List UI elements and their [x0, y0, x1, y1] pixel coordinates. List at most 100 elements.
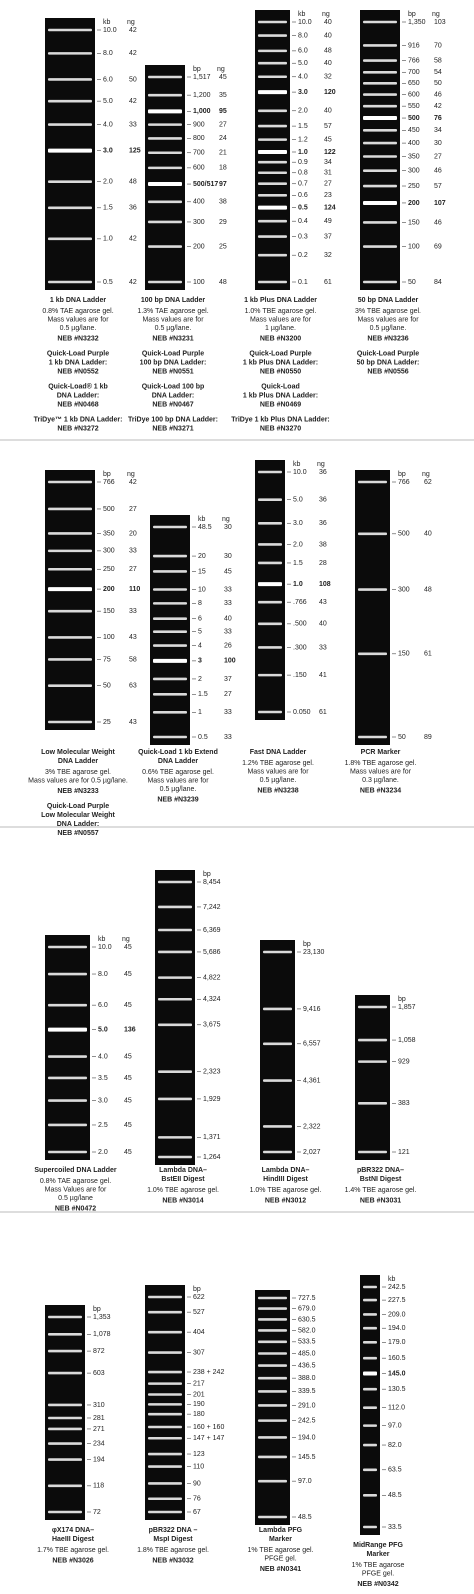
gel-lane: [255, 460, 285, 720]
band-size: 307: [193, 1349, 205, 1356]
band-size: 300: [408, 168, 420, 175]
band: [148, 1330, 182, 1334]
band-mass: 84: [434, 279, 442, 286]
band: [363, 200, 397, 205]
band-mass: 40: [324, 60, 332, 67]
gel-note: 0.6% TBE agarose gel.: [142, 769, 214, 776]
band-size: 3.0: [298, 89, 308, 96]
band: [48, 1349, 82, 1353]
catalog-info: NEB #N0342: [357, 1581, 398, 1588]
band-mass: 124: [324, 205, 336, 212]
band-size: .300: [293, 644, 307, 651]
band-size: 271: [93, 1426, 105, 1433]
gel-note: Mass values are for: [147, 777, 209, 784]
band-mass: 28: [319, 560, 327, 567]
band-mass: 40: [324, 19, 332, 26]
band-size: 1,264: [203, 1154, 221, 1161]
band-mass: 45: [124, 1002, 132, 1009]
ladder-title: Marker: [367, 1551, 390, 1558]
band-mass: 89: [424, 734, 432, 741]
band-size: 67: [193, 1509, 201, 1516]
band-size: 527: [193, 1309, 205, 1316]
ladder-title: MidRange PFG: [353, 1542, 403, 1549]
gel-note: Mass values are for: [250, 316, 312, 323]
band-size: 10.0: [103, 27, 117, 34]
band-size: 90: [193, 1480, 201, 1487]
band: [48, 1333, 82, 1336]
band: [148, 1425, 182, 1429]
band-mass: 63: [129, 683, 137, 690]
band-size: 600: [193, 165, 205, 172]
band-size: 350: [408, 153, 420, 160]
column-header: bp: [398, 471, 406, 478]
band-size: 250: [103, 566, 115, 573]
catalog-info: TriDye™ 1 kb DNA Ladder:: [34, 416, 123, 423]
band-mass: 45: [224, 568, 232, 575]
band-mass: 40: [324, 32, 332, 39]
catalog-info: 1 kb DNA Ladder:: [49, 359, 107, 366]
gel-lane: [150, 515, 190, 745]
band-size: 6.0: [103, 76, 113, 83]
band-mass: 45: [124, 1122, 132, 1129]
band: [258, 1436, 287, 1439]
band-size: 339.5: [298, 1388, 316, 1395]
gel-note: 1.7% TBE agarose gel.: [37, 1547, 109, 1554]
band-mass: 108: [319, 581, 331, 588]
catalog-info: NEB #N3270: [260, 425, 301, 432]
band-size: 0.1: [298, 279, 308, 286]
column-header: ng: [317, 461, 325, 468]
catalog-info: NEB #N0467: [152, 401, 193, 408]
band: [363, 129, 397, 132]
band-mass: 25: [219, 243, 227, 250]
band-mass: 48: [424, 586, 432, 593]
ladder: 727.5 679.0 630.5 582.0 533.5 485.0 436.5 388.0…: [247, 1290, 316, 1573]
band-size: 2.0: [98, 1149, 108, 1156]
gel-note: 1.8% TBE agarose gel.: [345, 760, 417, 767]
band-size: 130.5: [388, 1386, 406, 1393]
band: [258, 673, 282, 677]
gel-note: Mass Values are for: [45, 1186, 107, 1193]
column-header: kb: [98, 936, 106, 943]
band-size: 1,058: [398, 1037, 416, 1044]
band-size: 250: [408, 183, 420, 190]
band-size: 1,857: [398, 1004, 416, 1011]
band-size: 1.2: [298, 136, 308, 143]
gel-note: Mass values are for: [142, 316, 204, 323]
band-mass: 100: [224, 658, 236, 665]
catalog-info: NEB #N3026: [52, 1557, 93, 1564]
band: [48, 180, 92, 183]
gel-note: 1.3% TAE agarose gel.: [137, 308, 208, 315]
column-header: ng: [432, 11, 440, 18]
gel-note: 1% TBE agarose gel.: [247, 1547, 313, 1554]
band-size: 281: [93, 1415, 105, 1422]
band: [258, 1329, 287, 1332]
band-size: 160.5: [388, 1355, 406, 1362]
band: [258, 1390, 287, 1393]
band-mass: 33: [129, 608, 137, 615]
band-size: 929: [398, 1058, 410, 1065]
band: [363, 1468, 377, 1472]
ladder: kb ng 48.5 30 20 30 15 45 10 33 8 33 6 40 5 33 4 26 3 100 2 3…: [138, 515, 236, 803]
band-size: 227.5: [388, 1297, 406, 1304]
band: [48, 237, 92, 241]
band-size: 9,416: [303, 1006, 321, 1013]
band: [258, 1515, 287, 1519]
band-size: 2,323: [203, 1069, 221, 1076]
band: [258, 470, 282, 474]
band-size: 400: [408, 140, 420, 147]
band-size: 25: [103, 719, 111, 726]
gel-lane: [355, 470, 390, 745]
band-size: 766: [398, 479, 410, 486]
ladder: bp ng 766 42 500 27 350 20 300 33 250 27 200 110 150 33…: [28, 470, 140, 837]
band-size: 5.0: [103, 98, 113, 105]
catalog-info: NEB #N0550: [260, 368, 301, 375]
gel-note: 1% TBE agarose: [352, 1562, 405, 1569]
band-size: 2.0: [298, 108, 308, 115]
band-size: 150: [408, 219, 420, 226]
band: [148, 1310, 182, 1314]
band-mass: 30: [224, 524, 232, 531]
band-mass: 58: [129, 656, 137, 663]
band: [258, 561, 282, 565]
band: [48, 480, 92, 484]
